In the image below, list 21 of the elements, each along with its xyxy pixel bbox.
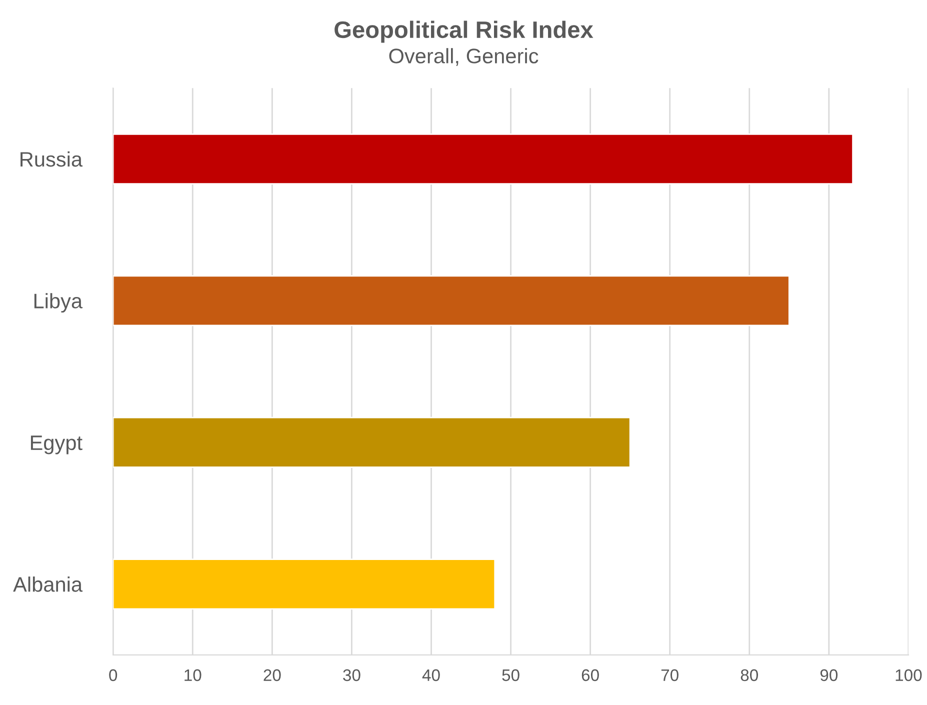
chart-subtitle: Overall, Generic bbox=[389, 48, 538, 66]
x-tick-label: 40 bbox=[422, 669, 440, 682]
x-tick-label: 70 bbox=[661, 669, 678, 682]
y-tick-label: Egypt bbox=[30, 436, 82, 454]
bar bbox=[113, 416, 631, 468]
x-tick-label: 30 bbox=[343, 669, 360, 682]
x-tick-label: 100 bbox=[896, 669, 922, 682]
bar bbox=[113, 558, 496, 610]
x-tick-label: 60 bbox=[582, 669, 599, 682]
bar bbox=[113, 133, 854, 184]
x-tick-label: 20 bbox=[264, 669, 281, 682]
y-tick-label: Albania bbox=[13, 576, 83, 592]
chart-title: Geopolitical Risk Index bbox=[334, 20, 594, 43]
x-tick-label: 80 bbox=[740, 669, 758, 682]
x-tick-label: 10 bbox=[184, 669, 202, 682]
x-tick-label: 0 bbox=[109, 669, 118, 682]
x-tick-label: 50 bbox=[502, 669, 520, 682]
y-tick-label: Libya bbox=[34, 293, 83, 313]
x-tick-label: 90 bbox=[820, 669, 838, 682]
y-tick-label: Russia bbox=[20, 151, 83, 167]
bar bbox=[113, 275, 790, 326]
